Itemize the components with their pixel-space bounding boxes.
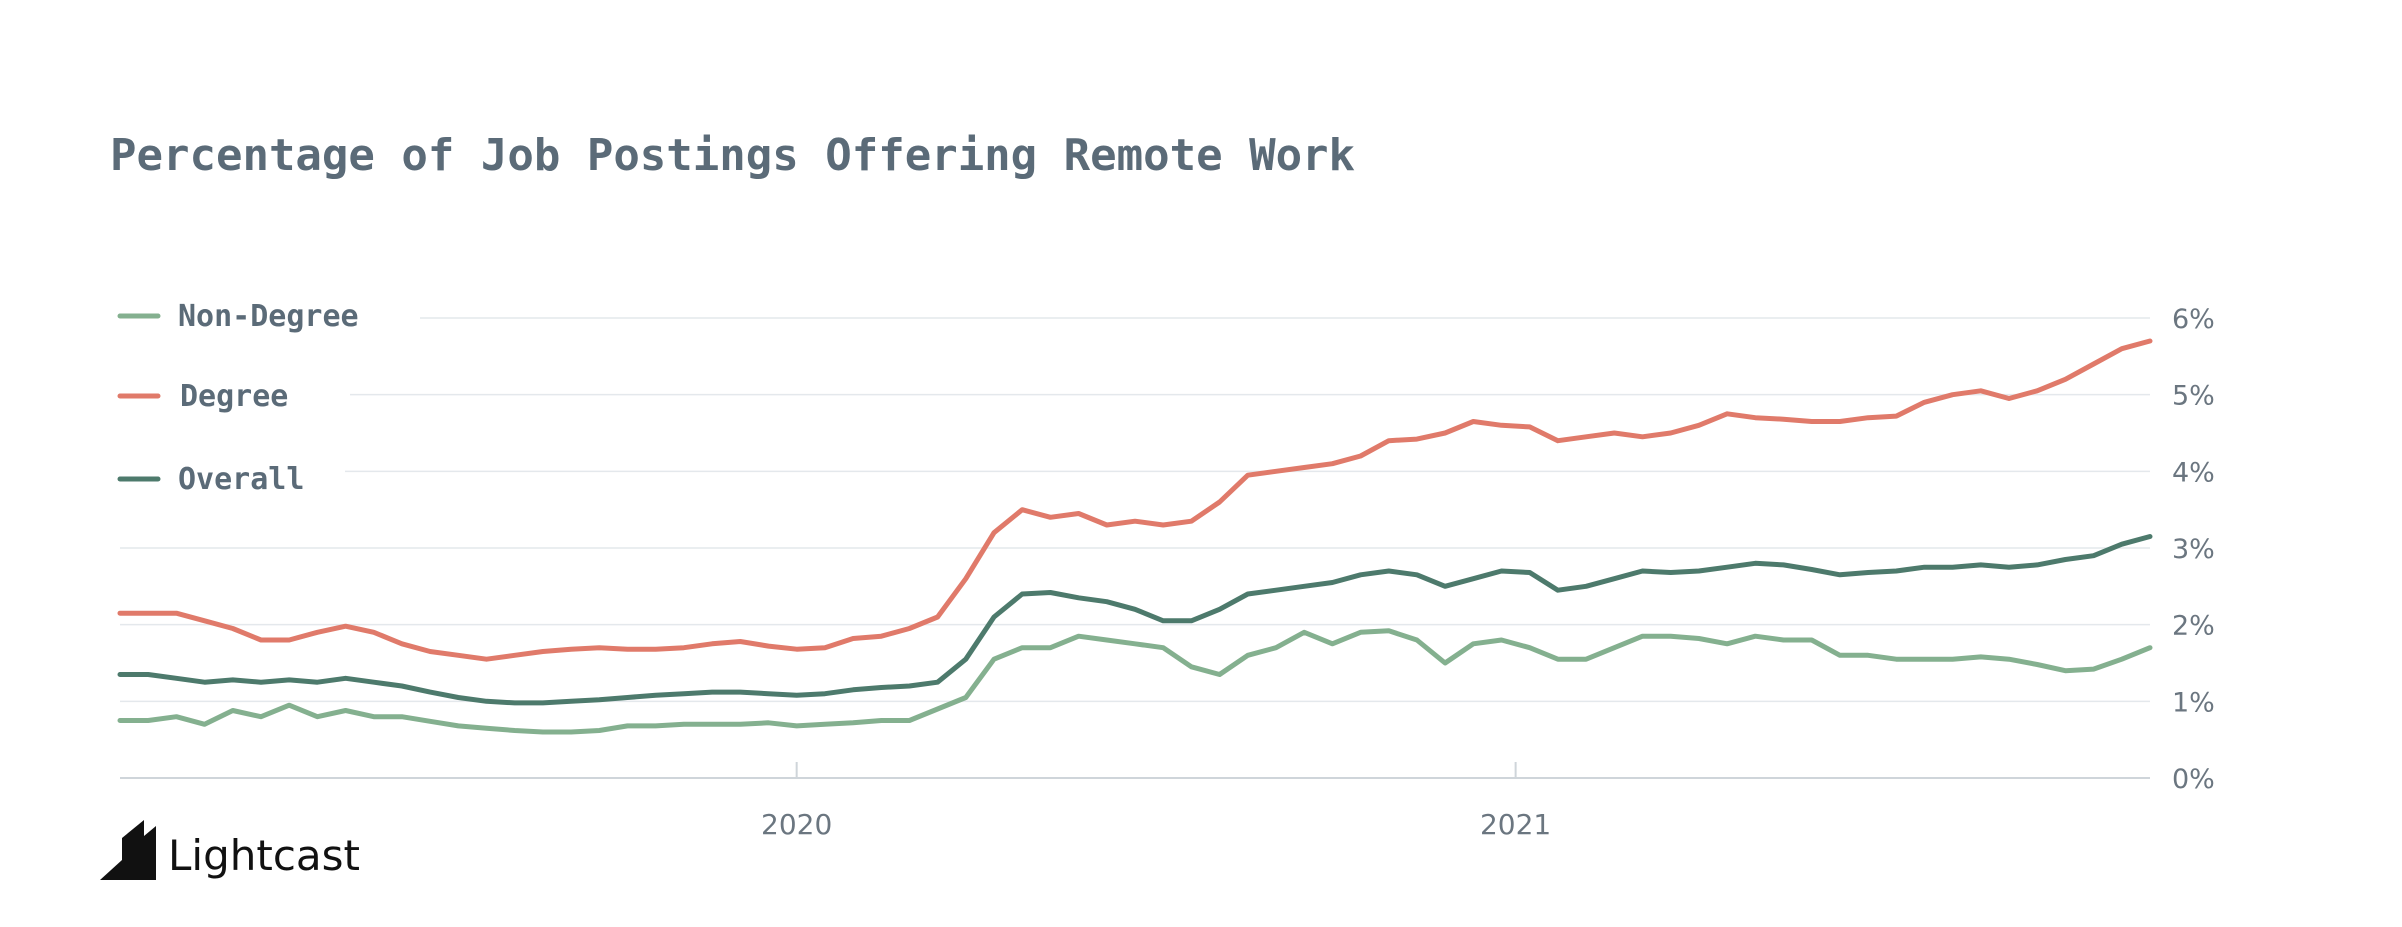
legend-label-overall: Overall xyxy=(178,462,304,497)
series-line-degree xyxy=(117,338,2153,662)
y-tick-label: 0% xyxy=(2172,764,2215,795)
brand-logo: Lightcast xyxy=(100,820,360,880)
y-tick-label: 4% xyxy=(2172,457,2215,488)
legend-item-non-degree: Non-Degree xyxy=(117,299,359,334)
gridlines xyxy=(120,317,2150,779)
x-axis: 2020 2021 xyxy=(761,762,1551,841)
chart-title: Percentage of Job Postings Offering Remo… xyxy=(110,130,1355,181)
legend: Non-Degree Degree Overall xyxy=(117,299,359,497)
y-tick-label: 5% xyxy=(2172,381,2215,412)
legend-label-degree: Degree xyxy=(180,379,288,414)
y-tick-label: 2% xyxy=(2172,611,2215,642)
y-tick-label: 3% xyxy=(2172,534,2215,565)
series-lines xyxy=(117,338,2153,735)
y-axis: 0% 1% 2% 3% 4% 5% 6% xyxy=(2172,304,2215,795)
x-tick-label: 2021 xyxy=(1480,808,1551,841)
legend-label-non-degree: Non-Degree xyxy=(178,299,359,334)
legend-item-overall: Overall xyxy=(117,462,304,497)
y-tick-label: 6% xyxy=(2172,304,2215,335)
x-tick-label: 2020 xyxy=(761,808,832,841)
legend-item-degree: Degree xyxy=(117,379,288,414)
series-line-non-degree xyxy=(117,628,2153,735)
series-line-overall xyxy=(117,534,2153,706)
y-tick-label: 1% xyxy=(2172,687,2215,718)
lightcast-mark-icon xyxy=(100,820,156,880)
brand-name: Lightcast xyxy=(168,831,360,880)
